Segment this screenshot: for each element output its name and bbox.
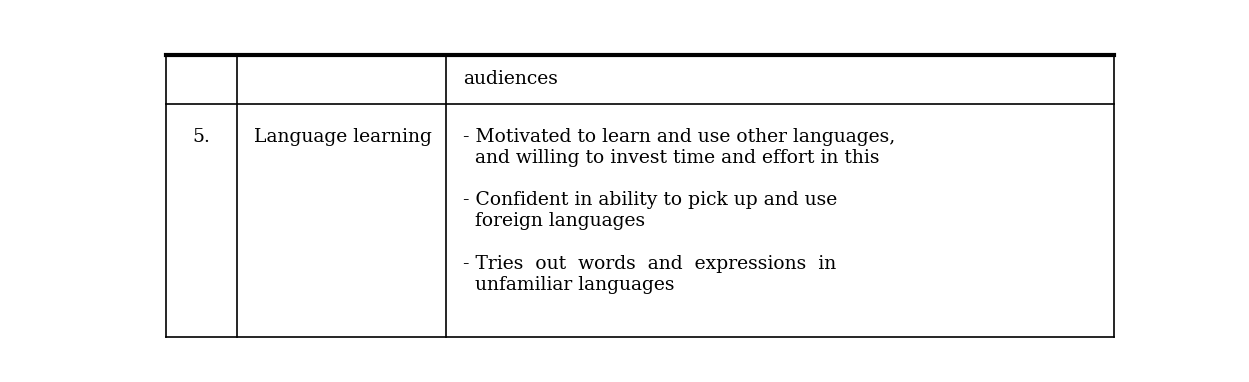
Text: and willing to invest time and effort in this: and willing to invest time and effort in…: [463, 149, 879, 167]
Text: 5.: 5.: [192, 128, 210, 146]
Text: audiences: audiences: [463, 70, 558, 88]
Text: foreign languages: foreign languages: [463, 212, 646, 230]
Text: - Confident in ability to pick up and use: - Confident in ability to pick up and us…: [463, 191, 837, 209]
Text: - Motivated to learn and use other languages,: - Motivated to learn and use other langu…: [463, 128, 896, 146]
Text: unfamiliar languages: unfamiliar languages: [463, 276, 674, 294]
Text: - Tries  out  words  and  expressions  in: - Tries out words and expressions in: [463, 255, 837, 273]
Text: Language learning: Language learning: [255, 128, 432, 146]
